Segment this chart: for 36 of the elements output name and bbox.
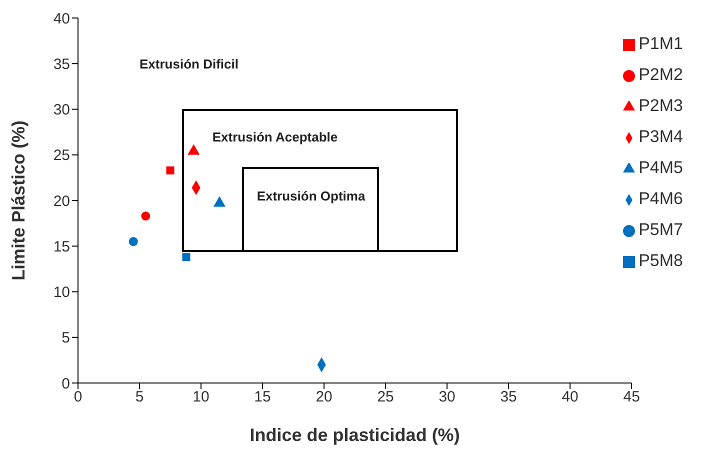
- y-tick-label: 15: [53, 238, 70, 256]
- x-tick-label: 10: [192, 388, 210, 406]
- x-tick-label: 35: [500, 388, 517, 406]
- legend-label: P2M2: [638, 65, 683, 84]
- y-tick-label: 0: [62, 375, 70, 392]
- legend-label: P2M3: [638, 96, 683, 115]
- legend-label: P4M6: [638, 189, 683, 208]
- legend-label: P5M8: [638, 251, 683, 270]
- y-tick-label: 20: [53, 192, 70, 210]
- x-tick-label: 20: [316, 388, 332, 406]
- legend-label: P4M5: [638, 158, 683, 177]
- legend-label: P5M7: [638, 220, 683, 239]
- point: [166, 166, 174, 174]
- y-tick-label: 5: [62, 330, 70, 347]
- annotation: Extrusión Optima: [256, 188, 366, 204]
- x-tick-label: 40: [562, 388, 578, 406]
- legend-label: P3M4: [638, 127, 683, 146]
- y-tick-label: 30: [53, 102, 70, 119]
- x-tick-label: 30: [438, 388, 456, 406]
- y-axis-title: Limite Plástico (%): [8, 120, 28, 281]
- y-tick-label: 40: [53, 10, 70, 28]
- legend-label: P1M1: [638, 34, 683, 53]
- x-tick-label: 0: [74, 388, 82, 406]
- x-axis-title: Indice de plasticidad (%): [250, 425, 460, 445]
- x-tick-label: 5: [135, 388, 144, 406]
- y-tick-label: 10: [53, 284, 70, 302]
- x-tick-label: 15: [254, 388, 271, 406]
- point: [141, 212, 150, 221]
- x-tick-label: 25: [377, 388, 394, 406]
- x-tick-label: 45: [623, 388, 640, 406]
- annotation: Extrusión Dificil: [140, 56, 238, 72]
- point: [128, 237, 138, 246]
- annotation: Extrusión Aceptable: [212, 130, 338, 144]
- point: [182, 253, 190, 262]
- y-tick-label: 35: [53, 56, 70, 73]
- y-tick-label: 25: [53, 147, 70, 164]
